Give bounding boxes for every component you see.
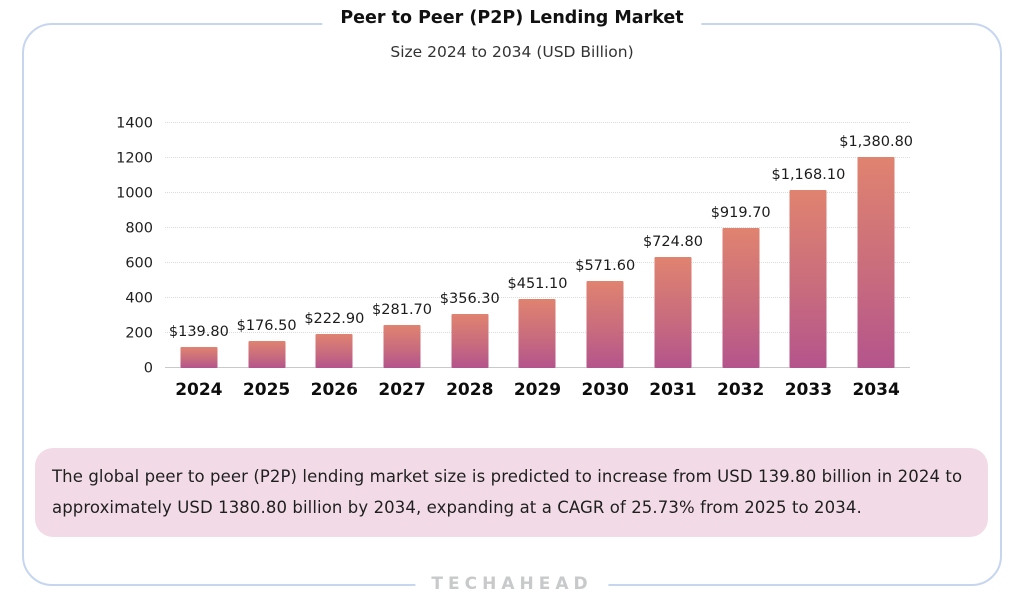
plot-area: 0 200 400 600 800 1000 1200 1400 $139.80 $176.50 $… — [116, 116, 914, 375]
bar-2024 — [180, 346, 218, 368]
y-tick-label-200: 200 — [125, 324, 153, 341]
bar-value-label: $222.90 — [304, 310, 365, 327]
gridline-1200 — [165, 157, 910, 158]
x-tick-label-2032: 2032 — [717, 380, 765, 400]
bar-value-label: $451.10 — [507, 276, 568, 293]
x-tick-label-2026: 2026 — [310, 380, 358, 400]
y-tick-label-800: 800 — [125, 219, 153, 236]
bar-value-label: $356.30 — [439, 290, 500, 307]
y-tick-label-600: 600 — [125, 254, 153, 271]
bar-value-label: $724.80 — [642, 234, 703, 251]
bar-2033 — [789, 189, 827, 368]
gridline-400 — [165, 297, 910, 298]
bar-slot-2025: $176.50 — [233, 123, 301, 368]
x-tick-label-2024: 2024 — [175, 380, 223, 400]
bar-value-label: $1,380.80 — [839, 134, 914, 151]
gridline-1000 — [165, 192, 910, 193]
brand-logo: TECHAHEAD — [415, 574, 609, 594]
x-tick-label-2028: 2028 — [446, 380, 494, 400]
bar-value-label: $176.50 — [236, 318, 297, 335]
bar-2034 — [857, 157, 895, 368]
bar-value-label: $1,168.10 — [771, 166, 846, 183]
bar-slot-2034: $1,380.80 — [839, 123, 914, 368]
chart-subtitle: Size 2024 to 2034 (USD Billion) — [390, 43, 634, 61]
bar-2027 — [383, 324, 421, 368]
bar-slot-2026: $222.90 — [300, 123, 368, 368]
bar-slot-2031: $724.80 — [639, 123, 707, 368]
bar-value-label: $571.60 — [575, 257, 636, 274]
bar-2031 — [654, 257, 692, 368]
x-tick-label-2031: 2031 — [649, 380, 697, 400]
summary-text: The global peer to peer (P2P) lending ma… — [52, 467, 963, 517]
x-tick-label-2029: 2029 — [513, 380, 562, 400]
y-tick-label-0: 0 — [143, 359, 153, 376]
bar-slot-2030: $571.60 — [571, 123, 639, 368]
bar-value-label: $139.80 — [168, 323, 229, 340]
x-tick-label-2034: 2034 — [852, 380, 900, 400]
bar-2025 — [248, 341, 286, 368]
bar-slot-2024: $139.80 — [165, 123, 233, 368]
gridline-1400 — [165, 122, 910, 123]
x-tick-label-2033: 2033 — [784, 380, 833, 400]
summary-box: The global peer to peer (P2P) lending ma… — [35, 448, 988, 537]
bar-slot-2033: $1,168.10 — [771, 123, 845, 368]
x-tick-label-2025: 2025 — [242, 380, 291, 400]
x-tick-label-2030: 2030 — [581, 380, 629, 400]
bar-slot-2027: $281.70 — [368, 123, 436, 368]
bar-value-label: $281.70 — [372, 301, 433, 318]
y-tick-label-1000: 1000 — [116, 184, 153, 201]
bar-slot-2029: $451.10 — [504, 123, 572, 368]
y-tick-label-1400: 1400 — [116, 114, 153, 131]
bar-2032 — [722, 227, 760, 368]
gridline-600 — [165, 262, 910, 263]
y-tick-label-400: 400 — [125, 289, 153, 306]
x-axis: 2024 2025 2026 2027 2028 2029 2030 2031 2032 2033… — [165, 380, 910, 404]
bar-2026 — [315, 333, 353, 368]
bar-value-label: $919.70 — [710, 204, 771, 221]
bar-slot-2028: $356.30 — [436, 123, 504, 368]
y-tick-label-1200: 1200 — [116, 149, 153, 166]
bar-2030 — [586, 280, 624, 368]
bar-2028 — [451, 313, 489, 368]
gridline-800 — [165, 227, 910, 228]
bar-slot-2032: $919.70 — [707, 123, 775, 368]
chart-title: Peer to Peer (P2P) Lending Market — [322, 8, 702, 28]
bar-2029 — [518, 299, 556, 368]
x-tick-label-2027: 2027 — [378, 380, 426, 400]
